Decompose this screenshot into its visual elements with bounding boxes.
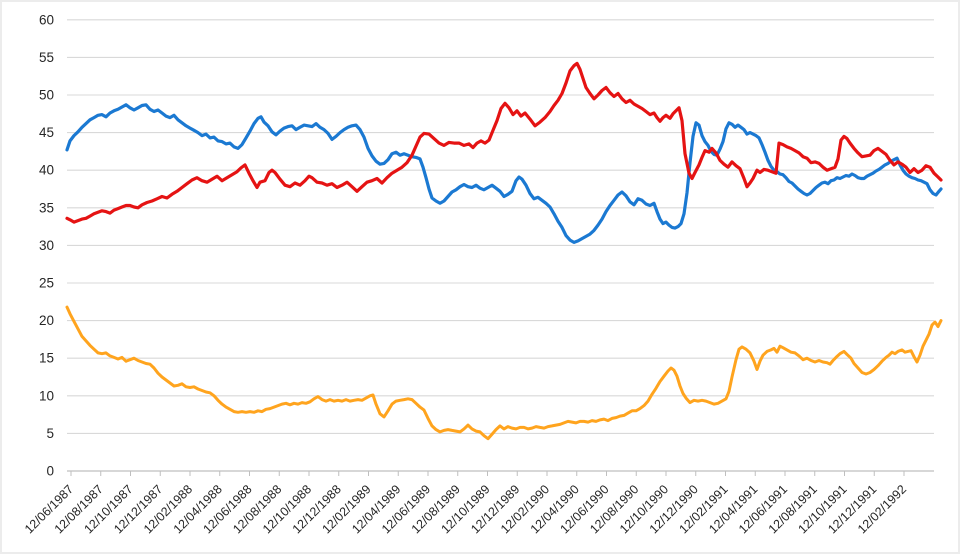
y-axis-tick-label: 0 — [46, 464, 54, 479]
y-axis-tick-label: 20 — [39, 313, 54, 328]
y-axis-tick-label: 60 — [39, 12, 54, 27]
y-axis-tick-label: 50 — [39, 88, 54, 103]
y-axis-tick-label: 30 — [39, 238, 54, 253]
y-axis-tick-label: 15 — [39, 351, 54, 366]
y-axis-tick-label: 10 — [39, 388, 54, 403]
line-series-red — [65, 61, 943, 224]
y-axis-tick-label: 45 — [39, 125, 54, 140]
y-axis-tick-label: 35 — [39, 200, 54, 215]
y-axis-tick-label: 5 — [46, 426, 54, 441]
y-axis-tick-label: 25 — [39, 276, 54, 291]
y-axis-tick-label: 40 — [39, 163, 54, 178]
y-axis-tick-label: 55 — [39, 50, 54, 65]
line-series-orange — [65, 305, 943, 441]
line-series-blue — [65, 103, 943, 244]
